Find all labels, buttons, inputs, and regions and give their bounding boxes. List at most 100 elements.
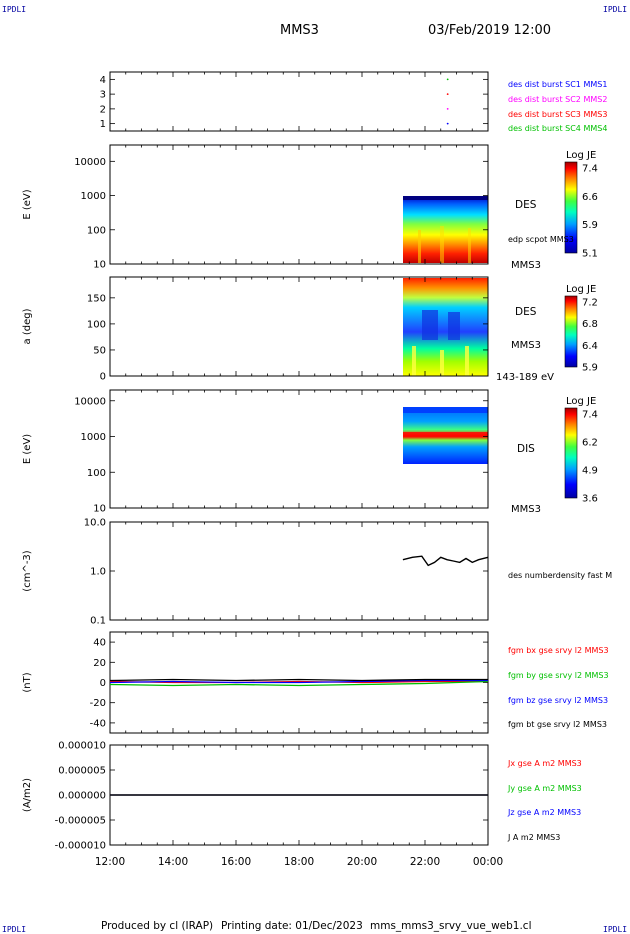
series-line: [402, 555, 489, 567]
y-tick-label: 4: [100, 75, 106, 86]
colorbar-tick-label: 4.9: [582, 466, 598, 477]
y-tick-label: 1000: [81, 191, 106, 202]
corner-label-bottom-left: IPDLI: [2, 925, 26, 934]
legend-entry: des dist burst SC4 MMS4: [508, 124, 607, 133]
panel-current-density: -0.000010 -0.000005 0.000000 0.000005 0.0000…: [22, 741, 582, 852]
legend-entry: des dist burst SC2 MMS2: [508, 95, 607, 104]
series-line: [109, 679, 488, 684]
y-tick-label: 0.000005: [58, 766, 106, 777]
y-tick-label: 3: [100, 90, 106, 101]
y-tick-label: 100: [87, 225, 106, 236]
y-axis-title: a (deg): [22, 308, 33, 344]
y-tick-label: 10000: [74, 396, 106, 407]
data-point: [446, 107, 449, 110]
colorbar: [564, 295, 578, 368]
charts-layer: 1 2 3 4 des dist burst SC1 MMS1 des dist burs…: [22, 71, 612, 868]
corner-label-bottom-right: IPDLI: [603, 925, 627, 934]
legend-entry: J A m2 MMS3: [507, 833, 560, 842]
y-tick-label: 150: [87, 293, 106, 304]
panel-density: 0.1 1.0 10.0 (cm^-3) des numberdensity fast …: [22, 518, 612, 627]
y-tick-label: 100: [87, 319, 106, 330]
spectrogram-label: DES: [515, 306, 537, 318]
x-tick-label: 20:00: [347, 856, 377, 868]
spectrogram-label: DES: [515, 199, 537, 211]
x-tick-label: 22:00: [410, 856, 440, 868]
spectrogram-label: MMS3: [511, 504, 541, 515]
panel-burst-availability: 1 2 3 4 des dist burst SC1 MMS1 des dist burs…: [100, 71, 607, 133]
des-pitch-angle-fill: [403, 278, 488, 376]
spectrogram-label: 143-189 eV: [496, 372, 554, 383]
y-tick-label: 10: [93, 260, 106, 271]
series-line: [109, 678, 488, 682]
spacecraft-title: MMS3: [280, 23, 319, 38]
y-tick-label: 0.1: [90, 616, 106, 627]
footer-filename: mms_mms3_srvy_vue_web1.cl: [370, 920, 532, 932]
spectrogram-label: DIS: [517, 443, 535, 455]
colorbar-tick-label: 7.4: [582, 410, 598, 421]
colorbar-tick-label: 5.9: [582, 220, 598, 231]
colorbar-tick-label: 5.9: [582, 363, 598, 374]
y-tick-label: 0: [100, 372, 106, 383]
legend-entry: fgm by gse srvy l2 MMS3: [508, 671, 609, 680]
x-tick-label: 14:00: [158, 856, 188, 868]
data-point: [446, 122, 449, 125]
y-tick-label: 0: [100, 678, 106, 689]
series-line: [109, 680, 488, 684]
panel-des-pitch-angle: 0 50 100 150 a (deg) Log JE 7.2 6.8 6.4 5.9 DES MMS…: [22, 276, 598, 383]
y-tick-label: 50: [93, 345, 106, 356]
y-tick-label: 20: [93, 658, 106, 669]
x-tick-label: 00:00: [473, 856, 503, 868]
y-tick-label: 40: [93, 638, 106, 649]
y-tick-label: 1: [100, 119, 106, 130]
colorbar-tick-label: 7.4: [582, 164, 598, 175]
y-axis-title: (cm^-3): [22, 550, 33, 591]
y-tick-label: -20: [90, 698, 106, 709]
colorbar-tick-label: 5.1: [582, 249, 598, 260]
x-tick-label: 12:00: [95, 856, 125, 868]
y-tick-label: 1.0: [90, 567, 106, 578]
y-axis-title: E (eV): [22, 189, 33, 219]
y-axis-title: E (eV): [22, 434, 33, 464]
colorbar-title: Log JE: [566, 396, 596, 407]
legend-entry: des numberdensity fast M: [508, 571, 612, 580]
footer-printing-date: Printing date: 01/Dec/2023: [221, 920, 363, 932]
dis-energy-spectrogram-fill: [403, 407, 488, 464]
series-line: [109, 680, 489, 687]
colorbar-tick-label: 6.2: [582, 438, 598, 449]
y-tick-label: 0.000000: [58, 791, 106, 802]
y-tick-label: 0.000010: [58, 741, 106, 752]
y-tick-label: 100: [87, 468, 106, 479]
y-tick-label: 1000: [81, 432, 106, 443]
x-tick-label: 16:00: [221, 856, 251, 868]
colorbar: [564, 161, 578, 254]
colorbar-title: Log JE: [566, 284, 596, 295]
y-tick-label: -0.000005: [55, 816, 106, 827]
legend-entry: Jx gse A m2 MMS3: [507, 759, 582, 768]
y-axis-title: (A/m2): [22, 778, 33, 812]
colorbar-tick-label: 6.6: [582, 192, 598, 203]
colorbar-tick-label: 3.6: [582, 494, 598, 505]
colorbar-tick-label: 6.4: [582, 341, 598, 352]
des-energy-spectrogram-fill: [403, 196, 488, 263]
datetime-title: 03/Feb/2019 12:00: [428, 23, 551, 38]
legend-entry: des dist burst SC3 MMS3: [508, 110, 607, 119]
panel-des-energy-spectrogram: 10 100 1000 10000 E (eV) Log JE 7.4 6.6 5.9 5.1 DE…: [22, 144, 598, 271]
spectrogram-label: MMS3: [511, 340, 541, 351]
y-tick-label: 10000: [74, 157, 106, 168]
panel-fgm: -40 -20 0 20 40 (nT) fgm bx gse srvy l2 MMS3 fg…: [22, 631, 609, 734]
spectrogram-label: MMS3: [511, 260, 541, 271]
colorbar-title: Log JE: [566, 150, 596, 161]
footer-produced-by: Produced by cl (IRAP): [101, 920, 213, 932]
legend-entry: Jy gse A m2 MMS3: [507, 784, 582, 793]
legend-entry: fgm bt gse srvy l2 MMS3: [508, 720, 607, 729]
corner-label-top-right: IPDLI: [603, 5, 627, 14]
colorbar-tick-label: 7.2: [582, 298, 598, 309]
legend-entry: Jz gse A m2 MMS3: [507, 808, 581, 817]
legend-entry: fgm bx gse srvy l2 MMS3: [508, 646, 609, 655]
y-tick-label: 10: [93, 504, 106, 515]
corner-label-top-left: IPDLI: [2, 5, 26, 14]
plot-frame: [109, 521, 489, 621]
plot-frame: [109, 71, 489, 132]
colorbar-tick-label: 6.8: [582, 319, 598, 330]
